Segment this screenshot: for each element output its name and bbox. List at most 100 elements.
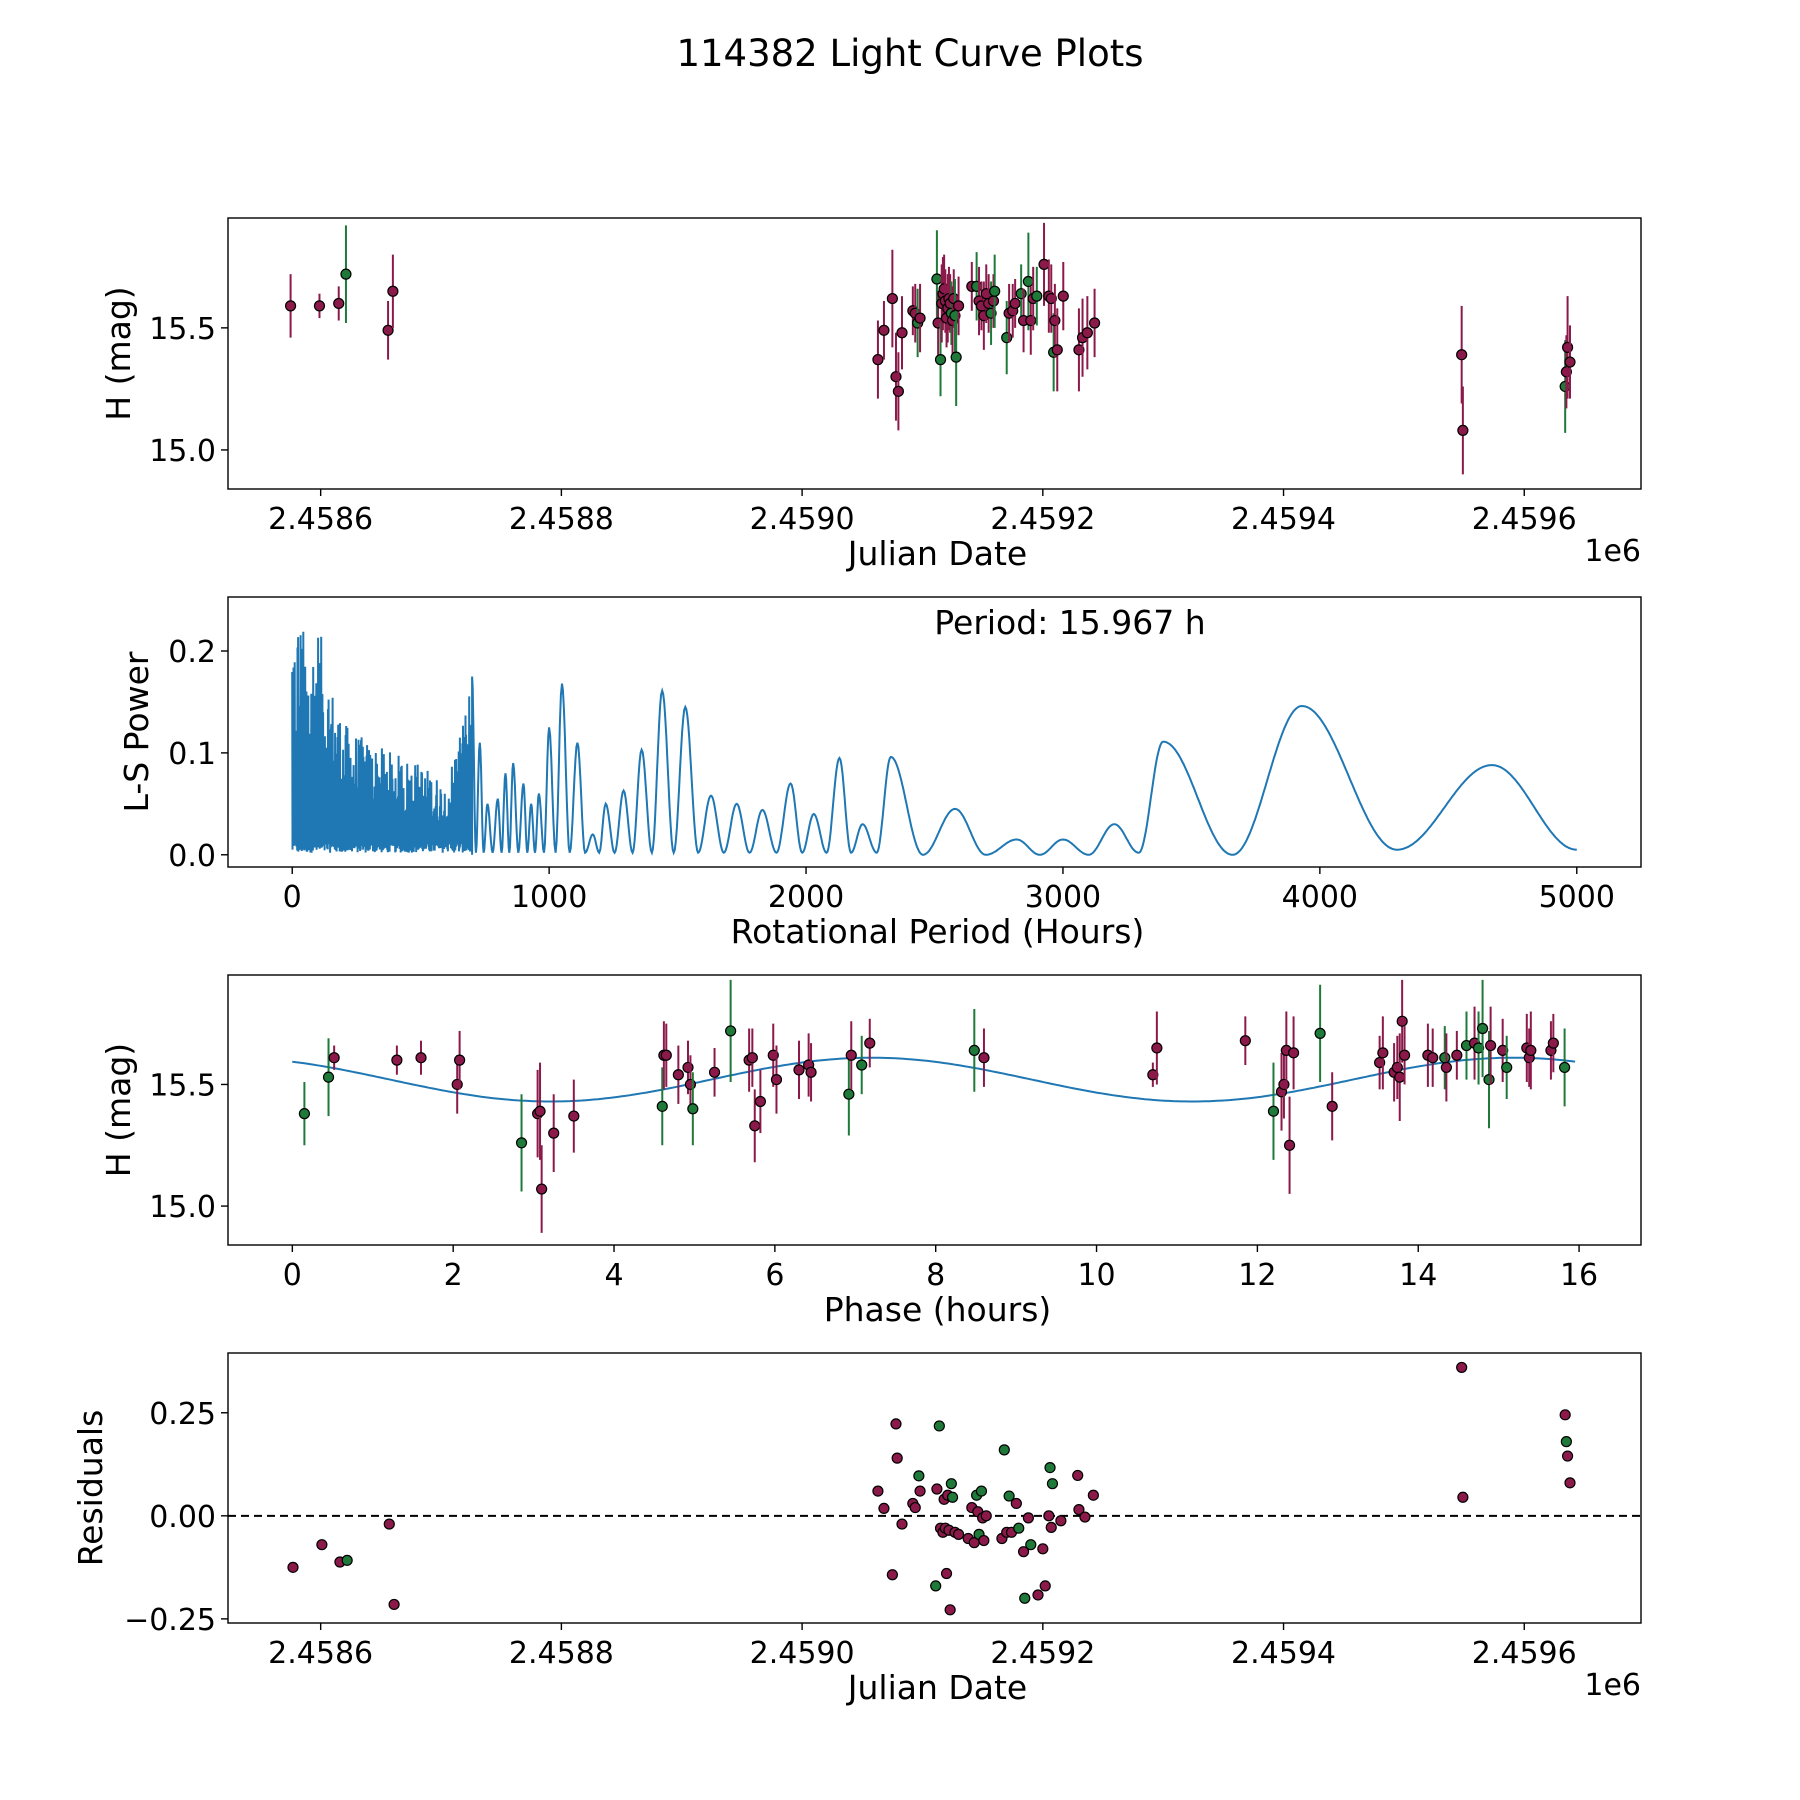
phased-xtick-label: 0	[283, 1258, 302, 1293]
phased-point	[1326, 1100, 1338, 1112]
phased-xtick-label: 16	[1560, 1258, 1598, 1293]
periodogram-xtick-label: 3000	[1025, 880, 1101, 915]
residuals-point	[1037, 1543, 1049, 1555]
phased-ytick-label: 15.5	[149, 1068, 216, 1103]
phased-point	[682, 1061, 694, 1074]
lightcurve-point	[931, 273, 943, 285]
lightcurve-point	[971, 280, 983, 292]
residuals-xlabel: Julian Date	[846, 1668, 1028, 1707]
lightcurve-point	[989, 285, 1001, 297]
residuals-point	[1045, 1521, 1057, 1533]
phased-point	[660, 1049, 672, 1061]
phased-point	[845, 1049, 857, 1061]
residuals-point	[383, 1518, 395, 1530]
lightcurve-point	[890, 371, 902, 383]
residuals-point	[891, 1452, 903, 1464]
residuals-point	[909, 1501, 921, 1514]
lightcurve-frame	[227, 217, 1642, 490]
residuals-xtick-label: 2.4588	[509, 1636, 614, 1671]
residuals-ytick-label: 0.25	[149, 1397, 216, 1432]
phased-xtick-label: 12	[1238, 1258, 1276, 1293]
phased-point	[1391, 1061, 1403, 1074]
phased-point	[1396, 1015, 1408, 1027]
phased-point	[391, 1054, 403, 1066]
periodogram-panel: 0 1000 2000 3000 4000 5000 0.0 0.1 0.2 Rotational…	[117, 596, 1642, 951]
lightcurve-point	[382, 324, 394, 336]
lightcurve-xtick-label: 2.4590	[750, 502, 855, 537]
residuals-point	[1003, 1490, 1015, 1502]
phased-ytick-label: 15.0	[149, 1190, 216, 1225]
phased-xtick-label: 2	[444, 1258, 463, 1293]
lightcurve-point	[1015, 288, 1027, 300]
residuals-point	[1046, 1478, 1059, 1490]
phased-point	[548, 1127, 560, 1139]
residuals-xtick-label: 2.4590	[750, 1636, 855, 1671]
residuals-point	[1087, 1489, 1099, 1501]
phased-point	[568, 1110, 580, 1122]
lightcurve-point	[284, 300, 297, 312]
residuals-point	[890, 1418, 902, 1430]
phased-xtick-label: 6	[765, 1258, 784, 1293]
residuals-frame	[227, 1352, 1642, 1624]
residuals-point	[975, 1485, 988, 1497]
residuals-point	[914, 1485, 926, 1497]
lightcurve-point	[892, 385, 904, 397]
lightcurve-point	[1561, 341, 1574, 353]
lightcurve-point	[886, 292, 898, 305]
phased-point	[1547, 1037, 1559, 1049]
periodogram-frame	[227, 596, 1642, 868]
residuals-point	[978, 1534, 990, 1547]
residuals-point	[1072, 1469, 1084, 1482]
phased-point	[1394, 1071, 1406, 1083]
phased-point	[1476, 1022, 1489, 1035]
phased-point	[1440, 1061, 1452, 1074]
phased-point	[754, 1095, 766, 1108]
periodogram-xtick-label: 5000	[1539, 880, 1615, 915]
phased-point	[1239, 1035, 1251, 1047]
lightcurve-point	[1564, 356, 1576, 368]
phased-point	[770, 1073, 783, 1086]
phased-point	[856, 1059, 868, 1071]
lightcurve-point	[1031, 290, 1043, 302]
residuals-panel: 2.4586 2.4588 2.4590 2.4592 2.4594 2.4596 −0.2…	[71, 1352, 1642, 1707]
phased-point	[725, 1025, 737, 1037]
residuals-point	[1025, 1539, 1037, 1551]
phased-point	[415, 1052, 427, 1064]
phased-point	[1439, 1052, 1451, 1064]
phased-point	[746, 1052, 758, 1064]
residuals-point	[930, 1580, 942, 1592]
phased-point	[1278, 1078, 1290, 1091]
periodogram-xtick-label: 2000	[768, 880, 844, 915]
residuals-point	[944, 1604, 956, 1616]
lightcurve-xtick-label: 2.4596	[1472, 502, 1577, 537]
phased-plot-area	[292, 979, 1576, 1233]
residuals-point	[931, 1483, 943, 1495]
residuals-point	[1456, 1361, 1468, 1374]
phased-point	[978, 1052, 990, 1064]
residuals-point	[1559, 1409, 1571, 1421]
lightcurve-point	[1025, 314, 1037, 327]
phased-point	[1314, 1027, 1326, 1039]
residuals-point	[878, 1502, 890, 1515]
lightcurve-point	[1057, 290, 1069, 302]
periodogram-ytick-label: 0.2	[168, 635, 216, 670]
residuals-point	[896, 1518, 908, 1530]
phased-point	[1267, 1105, 1280, 1117]
lightcurve-point	[950, 351, 962, 363]
phased-point	[536, 1183, 548, 1195]
residuals-xtick-label: 2.4592	[990, 1636, 1095, 1671]
residuals-point	[980, 1510, 992, 1522]
phased-point	[451, 1078, 463, 1091]
phased-xtick-label: 4	[604, 1258, 623, 1293]
residuals-point	[1561, 1450, 1574, 1462]
residuals-point	[998, 1444, 1010, 1456]
residuals-point	[1043, 1510, 1055, 1522]
residuals-point	[1019, 1592, 1031, 1604]
phased-ylabel: H (mag)	[99, 1043, 138, 1177]
lightcurve-point	[1022, 275, 1034, 288]
lightcurve-xtick-label: 2.4592	[990, 502, 1095, 537]
lightcurve-xtick-label: 2.4588	[509, 502, 614, 537]
residuals-point	[1560, 1436, 1572, 1448]
residuals-xtick-label: 2.4596	[1472, 1636, 1577, 1671]
